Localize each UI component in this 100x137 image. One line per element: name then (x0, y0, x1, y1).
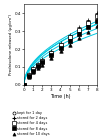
Legend: kept for 1 day, stored for 2 days, stored for 4 days, stored for 8 days, stored : kept for 1 day, stored for 2 days, store… (13, 111, 49, 136)
Y-axis label: Prednisolone released (μg/cm²): Prednisolone released (μg/cm²) (9, 14, 13, 75)
X-axis label: Time (h): Time (h) (50, 94, 71, 99)
